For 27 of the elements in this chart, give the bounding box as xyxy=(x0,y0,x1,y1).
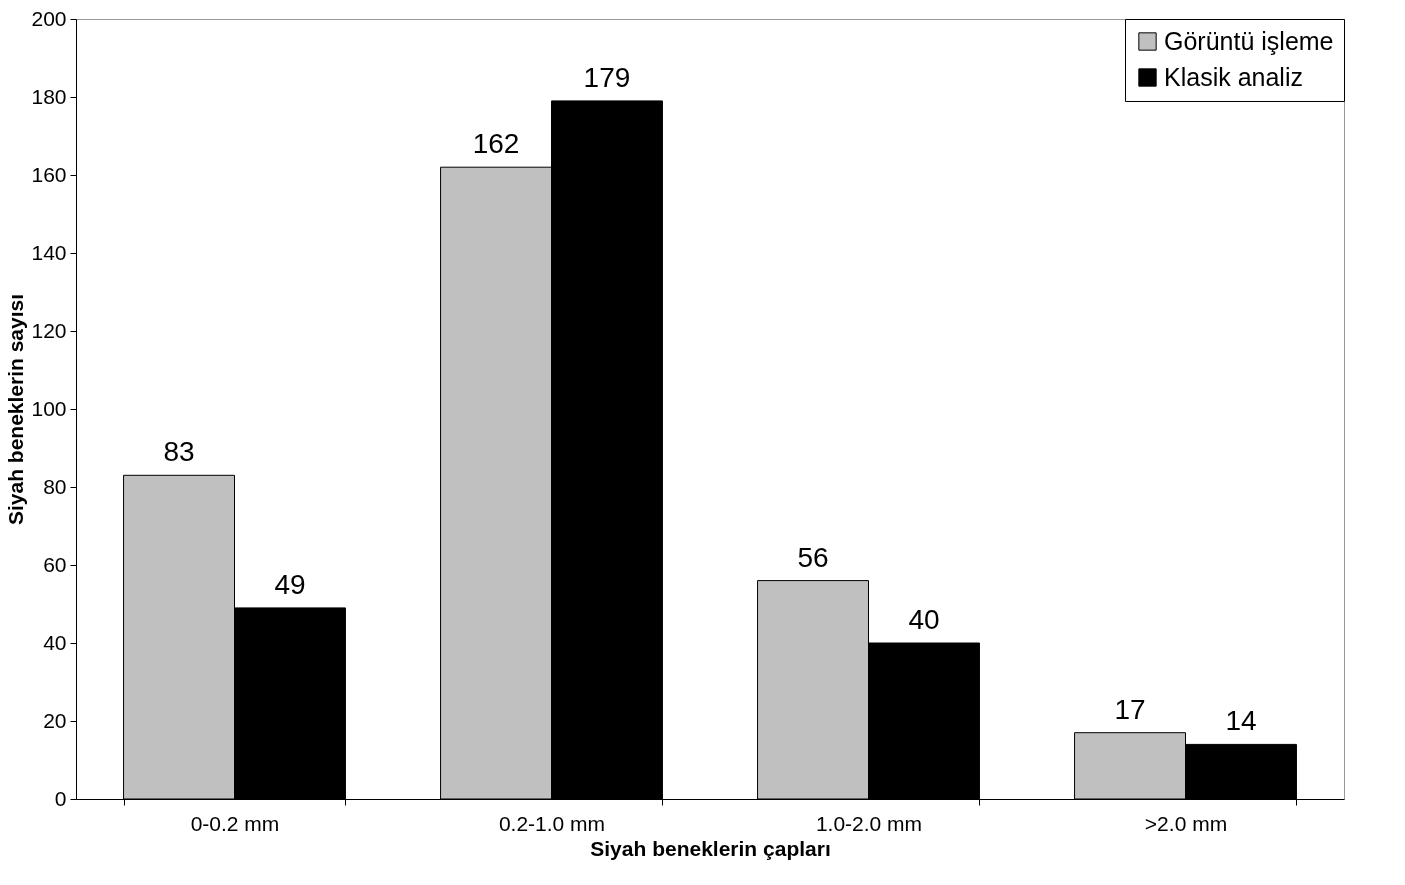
y-tick-label: 160 xyxy=(31,162,67,186)
y-tick-label: 80 xyxy=(43,474,67,498)
x-tick-label: >2.0 mm xyxy=(1144,811,1228,835)
y-tick-label: 40 xyxy=(43,630,67,654)
legend-label: Görüntü işleme xyxy=(1164,26,1334,55)
data-label: 162 xyxy=(472,128,520,160)
y-tick-label: 20 xyxy=(43,708,67,732)
y-tick-label: 60 xyxy=(43,552,67,576)
legend-label: Klasik analiz xyxy=(1164,62,1303,91)
x-axis-title: Siyah beneklerin çapları xyxy=(590,836,831,860)
y-tick-label: 180 xyxy=(31,84,67,108)
data-label: 179 xyxy=(583,61,631,93)
data-label: 40 xyxy=(908,604,940,635)
data-label: 56 xyxy=(797,541,829,573)
x-tick-label: 0-0.2 mm xyxy=(190,811,280,835)
y-tick-label: 140 xyxy=(31,240,67,264)
y-tick-label: 120 xyxy=(31,318,67,342)
y-tick-label: 0 xyxy=(54,786,67,810)
data-label: 14 xyxy=(1225,705,1257,737)
data-label: 17 xyxy=(1114,693,1146,725)
y-axis-title: Siyah beneklerin sayısı xyxy=(4,293,28,526)
y-tick-label: 100 xyxy=(31,396,67,420)
data-label: 49 xyxy=(274,568,306,600)
x-tick-label: 0.2-1.0 mm xyxy=(498,811,606,835)
data-label: 83 xyxy=(163,436,195,468)
x-tick-label: 1.0-2.0 mm xyxy=(815,811,923,835)
y-tick-label: 200 xyxy=(31,6,67,30)
